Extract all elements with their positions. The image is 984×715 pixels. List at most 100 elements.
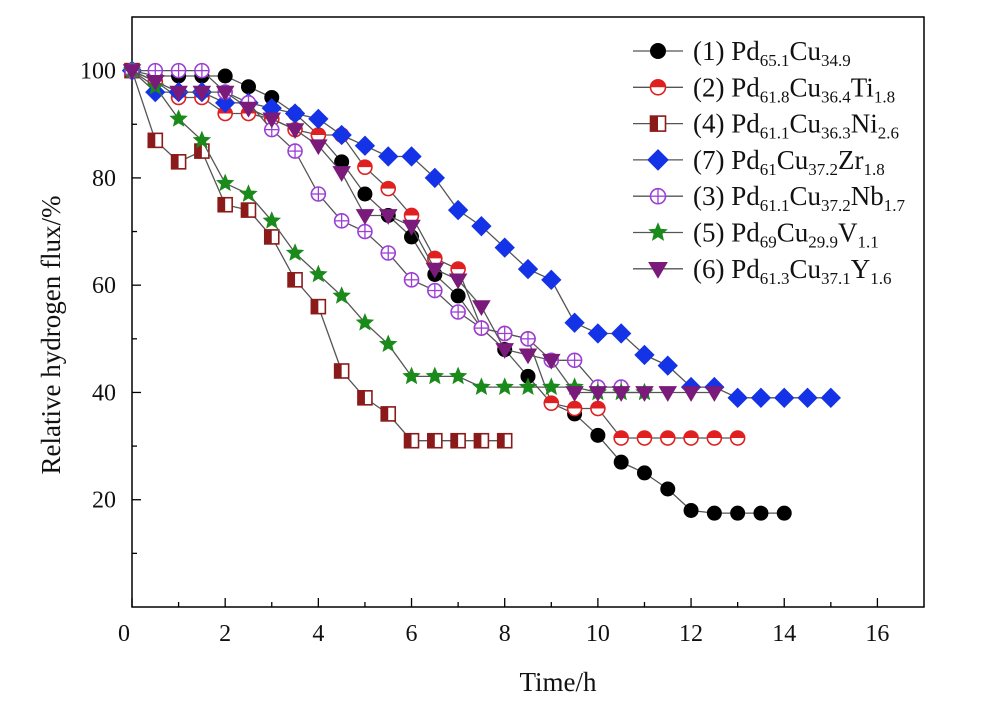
data-point	[310, 298, 327, 315]
data-point	[450, 432, 466, 449]
data-point	[192, 130, 212, 149]
data-point	[517, 258, 539, 280]
data-point	[611, 323, 632, 344]
data-point	[820, 387, 841, 408]
data-point	[425, 262, 445, 279]
legend-item: (6) Pd61.3Cu37.1Y1.6	[633, 254, 892, 288]
data-point	[564, 312, 585, 333]
data-point	[776, 505, 792, 521]
data-point	[354, 135, 376, 156]
data-point	[357, 390, 373, 406]
data-point	[566, 352, 583, 369]
data-point	[587, 323, 609, 344]
legend-item: (7) Pd61Cu37.2Zr1.8	[633, 145, 885, 179]
data-point	[169, 85, 188, 102]
data-point	[636, 430, 653, 446]
data-point	[473, 320, 490, 336]
data-point	[588, 386, 608, 402]
data-point	[447, 199, 469, 221]
data-point	[332, 166, 351, 182]
legend-item: (3) Pd61.1Cu37.2Nb1.7	[633, 181, 906, 215]
legend-item: (5) Pd69Cu29.9V1.1	[633, 218, 879, 252]
data-point	[472, 377, 491, 395]
data-point	[636, 465, 652, 481]
x-tick-label: 4	[312, 621, 324, 647]
data-point	[240, 202, 257, 218]
data-point	[403, 432, 420, 449]
data-point	[285, 123, 305, 140]
data-point	[613, 454, 629, 470]
data-point	[496, 432, 513, 449]
x-tick-label: 6	[406, 621, 418, 647]
data-point	[541, 269, 562, 290]
x-tick-label: 0	[118, 621, 130, 647]
axis-ticks: 0 2 4 6 8 10 12 14 16 20 40 60 80 100	[80, 59, 889, 647]
data-point	[146, 74, 165, 91]
data-point	[357, 186, 373, 202]
data-point	[471, 216, 492, 237]
data-point	[473, 432, 490, 449]
data-point	[450, 304, 466, 320]
legend-label: (2) Pd61.8Cu36.4Ti1.8	[693, 72, 895, 106]
data-point	[122, 64, 142, 81]
data-point	[427, 282, 443, 299]
data-point	[657, 355, 678, 376]
data-point	[729, 430, 746, 446]
data-point	[262, 211, 281, 229]
data-point	[565, 386, 584, 402]
data-point	[472, 300, 491, 317]
series-7	[122, 64, 724, 402]
legend-item: (2) Pd61.8Cu36.4Ti1.8	[633, 72, 895, 106]
series-1	[124, 63, 792, 521]
data-point	[239, 101, 258, 118]
data-point	[357, 159, 373, 175]
data-point	[169, 109, 188, 127]
data-point	[263, 229, 280, 245]
data-point	[705, 386, 724, 402]
y-tick-label: 20	[92, 488, 116, 514]
data-point	[379, 334, 398, 353]
x-axis-label: Time/h	[519, 667, 597, 697]
data-point	[263, 121, 280, 138]
legend-label: (3) Pd61.1Cu37.2Nb1.7	[693, 181, 906, 215]
legend-marker	[649, 187, 667, 205]
legend: (1) Pd65.1Cu34.9(2) Pd61.8Cu36.4Ti1.8(4)…	[633, 36, 906, 288]
data-point	[706, 505, 722, 521]
data-point	[425, 366, 445, 385]
series-layer	[121, 60, 841, 521]
legend-item: (4) Pd61.1Cu36.3Ni2.6	[633, 109, 899, 143]
data-point	[192, 85, 212, 102]
data-point	[333, 363, 350, 379]
data-point	[217, 196, 233, 213]
data-point	[378, 146, 399, 167]
legend-label: (4) Pd61.1Cu36.3Ni2.6	[693, 109, 899, 143]
data-point	[424, 167, 445, 189]
data-point	[357, 223, 373, 240]
data-point	[402, 366, 421, 385]
plot-frame	[131, 16, 925, 608]
data-point	[403, 272, 420, 288]
data-point	[427, 432, 443, 449]
data-point	[147, 132, 164, 149]
y-axis-label: Relative hydrogen flux/%	[36, 196, 66, 475]
x-tick-label: 14	[772, 621, 796, 647]
data-point	[287, 143, 303, 159]
data-point	[450, 288, 466, 304]
data-point	[308, 108, 329, 130]
data-point	[215, 85, 235, 102]
legend-item: (1) Pd65.1Cu34.9	[633, 36, 851, 70]
data-point	[287, 272, 303, 288]
data-point	[660, 481, 676, 497]
legend-marker	[647, 149, 669, 171]
legend-label: (6) Pd61.3Cu37.1Y1.6	[693, 254, 892, 288]
series-line	[131, 70, 715, 394]
data-point	[542, 377, 561, 395]
data-point	[239, 184, 258, 202]
legend-marker	[648, 262, 668, 279]
data-point	[750, 387, 772, 408]
data-point	[284, 103, 306, 124]
data-point	[333, 213, 350, 229]
x-tick-label: 2	[219, 621, 231, 647]
data-point	[797, 387, 818, 408]
